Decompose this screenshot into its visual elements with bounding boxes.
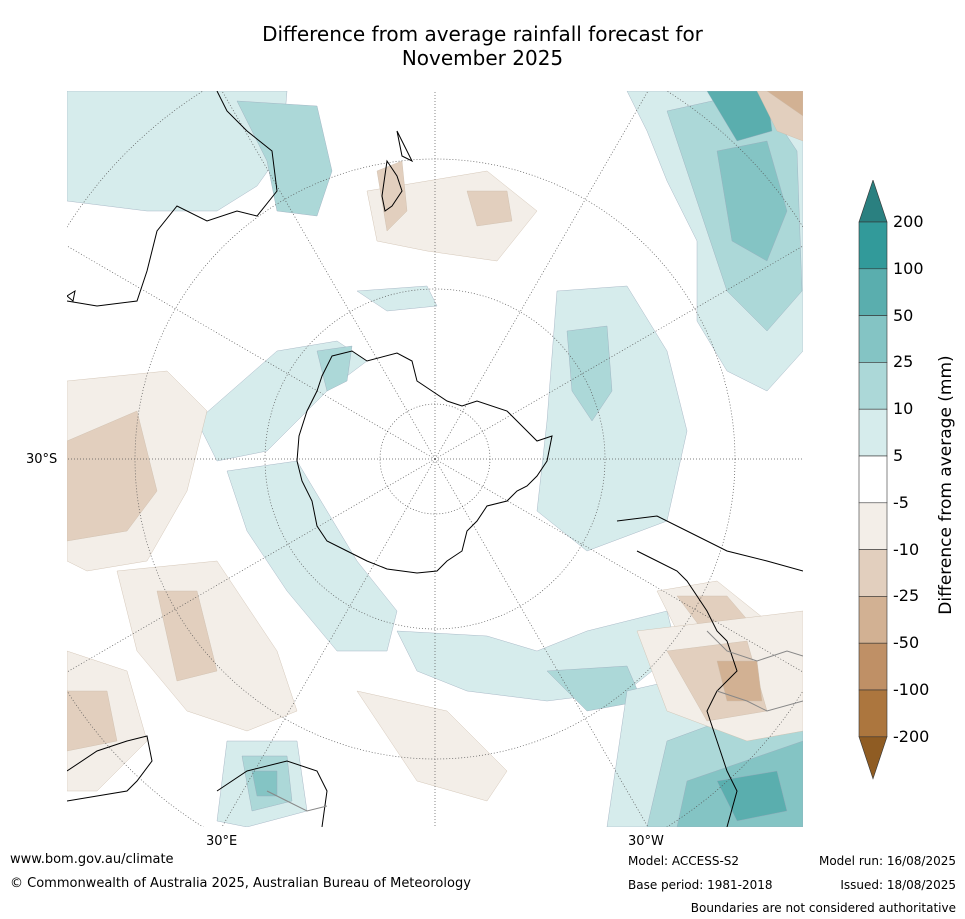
madagascar-coastline	[67, 289, 76, 302]
colorbar-tick-label: -5	[893, 492, 909, 512]
issued-date: Issued: 18/08/2025	[840, 878, 956, 892]
country-borders	[266, 630, 803, 812]
colorbar-tick-label: 100	[893, 258, 924, 278]
website-link[interactable]: www.bom.gov.au/climate	[10, 852, 174, 867]
antarctica-coastline	[296, 350, 553, 574]
colorbar	[858, 180, 888, 780]
drier-anomaly-areas	[67, 91, 803, 802]
south-america-coastline-2	[636, 550, 738, 827]
colorbar-tick-label: 25	[893, 352, 914, 372]
longitude-label-30w: 30°W	[628, 834, 664, 849]
colorbar-extend-top	[858, 180, 888, 223]
colorbar-band	[858, 596, 888, 644]
colorbar-extend-bottom	[858, 736, 888, 780]
new-zealand-coastline-2	[396, 130, 414, 163]
map-title-line-1: Difference from average rainfall forecas…	[262, 22, 703, 46]
colorbar-title: Difference from average (mm)	[936, 355, 956, 615]
new-zealand-coastline	[381, 159, 403, 212]
colorbar-band	[858, 362, 888, 410]
copyright-text: © Commonwealth of Australia 2025, Austra…	[10, 876, 471, 891]
colorbar-tick-label: 10	[893, 399, 914, 419]
colorbar-band	[858, 455, 888, 504]
base-period: Base period: 1981-2018	[628, 878, 773, 892]
colorbar-tick-label: 50	[893, 305, 914, 325]
south-america-coastline	[616, 515, 803, 572]
colorbar-band	[858, 408, 888, 457]
colorbar-tick-label: -200	[893, 726, 930, 746]
australia-coastline	[67, 735, 153, 802]
colorbar-band	[858, 268, 888, 316]
rainfall-difference-map	[67, 91, 803, 827]
coastlines	[67, 91, 803, 827]
colorbar-tick-label: -25	[893, 586, 920, 606]
model-run-date: Model run: 16/08/2025	[818, 854, 956, 868]
colorbar-band	[858, 502, 888, 550]
colorbar-tick-label: 5	[893, 446, 904, 465]
model-name: Model: ACCESS-S2	[628, 854, 740, 868]
colorbar-band	[858, 642, 888, 691]
colorbar-tick-label: -50	[893, 633, 920, 653]
colorbar-band	[858, 689, 888, 738]
australia-coastline-2	[216, 760, 328, 827]
colorbar-band	[858, 549, 888, 597]
latitude-label-30s: 30°S	[26, 452, 58, 467]
boundaries-disclaimer: Boundaries are not considered authoritat…	[690, 901, 956, 915]
colorbar-tick-label: -100	[893, 680, 930, 699]
colorbar-band	[858, 221, 888, 270]
map-title-line-2: November 2025	[401, 46, 564, 70]
colorbar-tick-label: -10	[893, 539, 920, 559]
africa-coastline	[67, 91, 278, 307]
graticule	[67, 91, 803, 827]
colorbar-band	[858, 315, 888, 363]
longitude-label-30e: 30°E	[206, 834, 238, 849]
colorbar-tick-label: 200	[893, 212, 924, 231]
